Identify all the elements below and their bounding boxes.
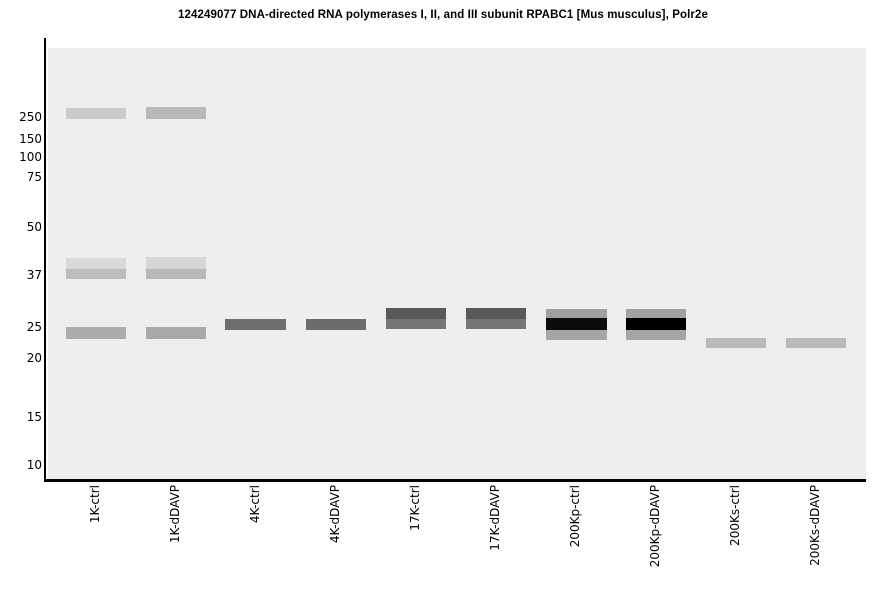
gel-band — [146, 327, 206, 339]
gel-band — [66, 258, 126, 269]
lane-label-4K-ctrl: 4K-ctrl — [248, 485, 262, 524]
y-tick-label-250: 250 — [19, 110, 42, 124]
gel-band — [786, 338, 846, 348]
chart-title: 124249077 DNA-directed RNA polymerases I… — [178, 9, 708, 21]
y-tick-label-10: 10 — [26, 458, 42, 472]
gel-band — [146, 269, 206, 279]
y-tick-label-20: 20 — [26, 351, 42, 365]
y-tick-label-150: 150 — [19, 132, 42, 146]
gel-band — [146, 257, 206, 269]
gel-band — [146, 107, 206, 119]
gel-band — [626, 318, 686, 330]
gel-band — [386, 308, 446, 319]
gel-band — [66, 269, 126, 279]
y-axis-line — [44, 38, 46, 482]
gel-band — [626, 309, 686, 318]
gel-band — [66, 108, 126, 119]
lane-label-200Kp-ctrl: 200Kp-ctrl — [568, 485, 582, 548]
y-tick-label-50: 50 — [26, 220, 42, 234]
gel-band — [546, 330, 607, 340]
lane-label-200Ks-dDAVP: 200Ks-dDAVP — [808, 485, 822, 566]
y-tick-label-25: 25 — [26, 320, 42, 334]
y-tick-label-37: 37 — [26, 268, 42, 282]
gel-band — [466, 308, 526, 319]
gel-band — [66, 327, 126, 339]
y-tick-label-15: 15 — [26, 410, 42, 424]
lane-label-1K-dDAVP: 1K-dDAVP — [168, 485, 182, 544]
gel-band — [466, 319, 526, 329]
y-tick-label-75: 75 — [26, 170, 42, 184]
gel-band — [626, 330, 686, 340]
lane-label-1K-ctrl: 1K-ctrl — [88, 485, 102, 524]
x-axis-line — [44, 479, 866, 482]
lane-label-200Kp-dDAVP: 200Kp-dDAVP — [648, 485, 662, 568]
lane-label-4K-dDAVP: 4K-dDAVP — [328, 485, 342, 544]
lane-label-200Ks-ctrl: 200Ks-ctrl — [728, 485, 742, 546]
gel-band — [386, 319, 446, 329]
gel-band — [546, 318, 607, 330]
gel-band — [225, 319, 286, 330]
gel-band — [546, 309, 607, 318]
gel-band — [706, 338, 766, 348]
lane-label-17K-dDAVP: 17K-dDAVP — [488, 485, 502, 551]
lane-label-17K-ctrl: 17K-ctrl — [408, 485, 422, 531]
y-tick-label-100: 100 — [19, 150, 42, 164]
gel-band — [306, 319, 366, 330]
